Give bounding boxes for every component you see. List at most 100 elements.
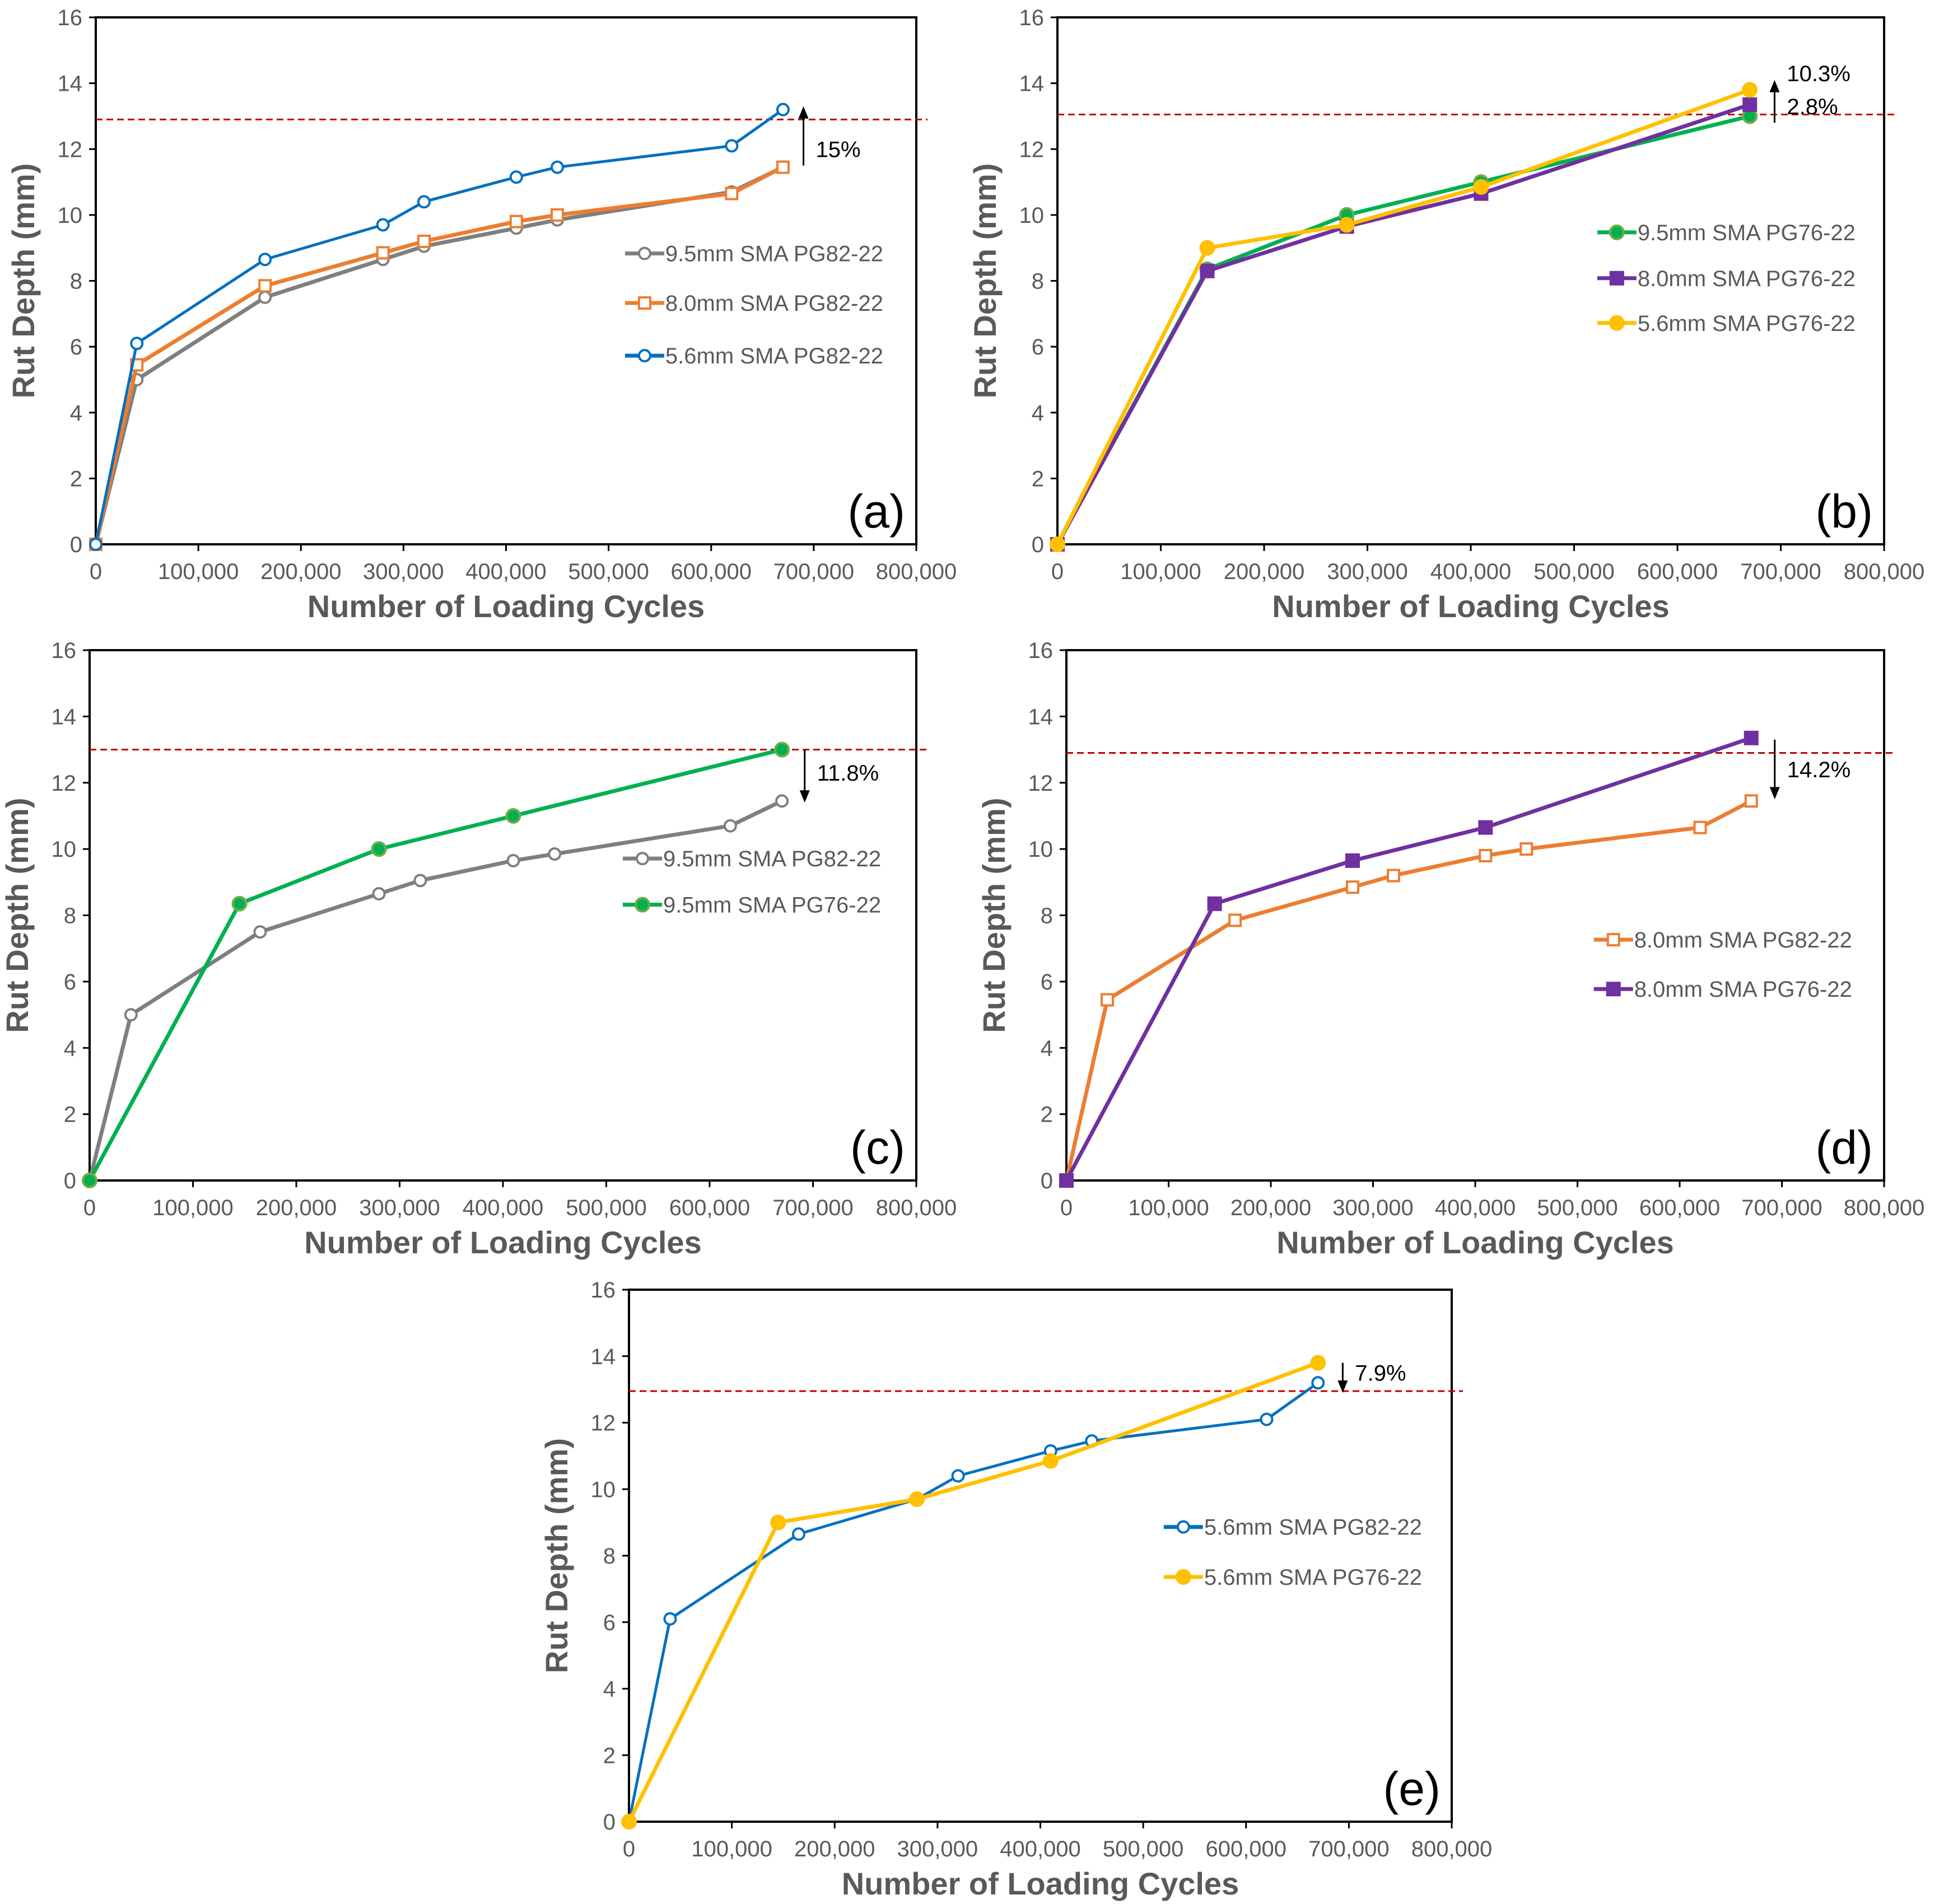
y-tick-label: 2 [1041,1103,1053,1127]
x-tick-label: 0 [83,1196,96,1220]
legend-label: 9.5mm SMA PG82-22 [665,242,883,267]
x-tick-label: 100,000 [1120,559,1201,584]
x-tick-label: 500,000 [1103,1837,1184,1861]
x-tick-label: 0 [1051,559,1064,584]
legend-marker [637,349,651,363]
x-tick-label: 400,000 [465,559,547,584]
data-point [1200,263,1215,278]
plot-area [628,1289,1453,1823]
panel-label: (c) [850,1121,905,1174]
x-tick-label: 600,000 [1639,1196,1721,1220]
legend-marker [1175,1569,1191,1585]
legend-marker [637,296,651,310]
y-tick-label: 10 [58,203,83,228]
x-axis-title: Number of Loading Cycles [1272,589,1669,624]
y-tick-label: 8 [64,904,76,928]
y-tick-label: 6 [64,970,76,995]
panel-label: (d) [1815,1121,1873,1174]
data-point [725,186,739,200]
y-tick-label: 16 [1019,6,1045,30]
data-point [909,1491,925,1508]
y-axis-title: Rut Depth (mm) [539,1438,574,1673]
legend-marker [1609,270,1624,286]
data-point [551,160,565,174]
y-tick-label: 6 [70,335,82,360]
y-tick-label: 4 [1041,1036,1053,1061]
data-point [725,139,739,153]
legend-entry: 5.6mm SMA PG76-22 [1597,311,1856,336]
x-tick-label: 500,000 [1534,559,1615,584]
x-tick-label: 100,000 [691,1837,772,1861]
x-tick-label: 100,000 [152,1196,234,1220]
legend-entry: 9.5mm SMA PG82-22 [623,847,881,871]
data-point [1478,820,1493,835]
chart-panel-d: 0 2 4 6 8 10 12 14 16 0 100,000 200,000 300,000 400,0… [976,638,1924,1260]
series-5-6mm-sma-pg82-22 [89,102,790,551]
annotation-arrow-head [798,106,809,119]
x-tick-label: 500,000 [568,559,649,584]
x-tick-label: 200,000 [260,559,342,584]
y-axis-title: Rut Depth (mm) [0,798,35,1033]
y-tick-label: 4 [603,1677,616,1702]
legend-entry: 8.0mm SMA PG76-22 [1597,267,1856,291]
x-tick-label: 700,000 [1308,1837,1390,1861]
y-tick-label: 10 [52,837,77,862]
data-point [1744,794,1758,808]
x-tick-label: 0 [1060,1196,1073,1220]
data-point [506,853,520,867]
data-point [1050,536,1065,552]
y-tick-label: 14 [1019,72,1045,96]
legend-marker [1609,315,1625,331]
series-9-5mm-sma-pg76-22 [82,741,790,1188]
series-8-0mm-sma-pg76-22 [1059,730,1759,1188]
x-tick-label: 300,000 [1332,1196,1414,1220]
data-point [1473,179,1489,195]
data-point [509,214,523,228]
chart-panel-c: 0 2 4 6 8 10 12 14 16 0 100,000 200,000 300,000 400,0… [0,638,957,1260]
data-point [89,538,102,551]
legend-entry: 5.6mm SMA PG76-22 [1163,1565,1422,1590]
y-tick-label: 10 [591,1477,616,1502]
legend-marker [637,246,651,260]
chart-panel-b: 0 2 4 6 8 10 12 14 16 0 100,000 200,000 300,000 400,0… [967,6,1924,624]
legend-label: 9.5mm SMA PG82-22 [663,847,881,871]
x-tick-label: 600,000 [670,559,752,584]
y-tick-label: 6 [1041,970,1053,995]
data-point [776,102,790,116]
annotation-label: 14.2% [1787,758,1851,782]
y-tick-label: 2 [603,1743,616,1768]
legend-entry: 9.5mm SMA PG82-22 [624,242,883,267]
x-tick-label: 300,000 [359,1196,440,1220]
y-tick-label: 12 [1019,137,1045,162]
y-tick-label: 8 [70,269,82,294]
y-tick-label: 12 [591,1411,616,1436]
data-point [258,279,272,293]
x-tick-label: 300,000 [363,559,444,584]
data-point [951,1469,965,1483]
x-tick-label: 700,000 [772,1196,854,1220]
y-tick-label: 2 [64,1103,76,1127]
x-tick-label: 200,000 [794,1837,875,1861]
y-tick-label: 4 [64,1036,76,1061]
data-point [417,234,431,248]
y-tick-label: 4 [70,401,82,426]
annotation-arrow-head [1769,787,1780,800]
annotation-arrow-head [1337,1380,1348,1393]
data-point [791,1527,805,1541]
y-tick-label: 6 [603,1611,616,1635]
data-point [231,895,248,912]
data-point [417,195,431,209]
panel-label: (a) [847,485,905,538]
legend-entry: 8.0mm SMA PG82-22 [624,291,883,316]
y-tick-label: 0 [64,1169,76,1193]
data-point [130,337,144,351]
y-tick-label: 16 [52,638,77,663]
legend-label: 5.6mm SMA PG82-22 [1204,1515,1422,1540]
legend-entry: 9.5mm SMA PG76-22 [1597,221,1856,245]
y-tick-label: 16 [591,1278,616,1303]
annotation-label: 10.3% [1787,62,1850,86]
y-tick-label: 2 [70,466,82,491]
data-point [371,841,387,857]
data-point [376,246,390,260]
x-tick-label: 300,000 [897,1837,978,1861]
